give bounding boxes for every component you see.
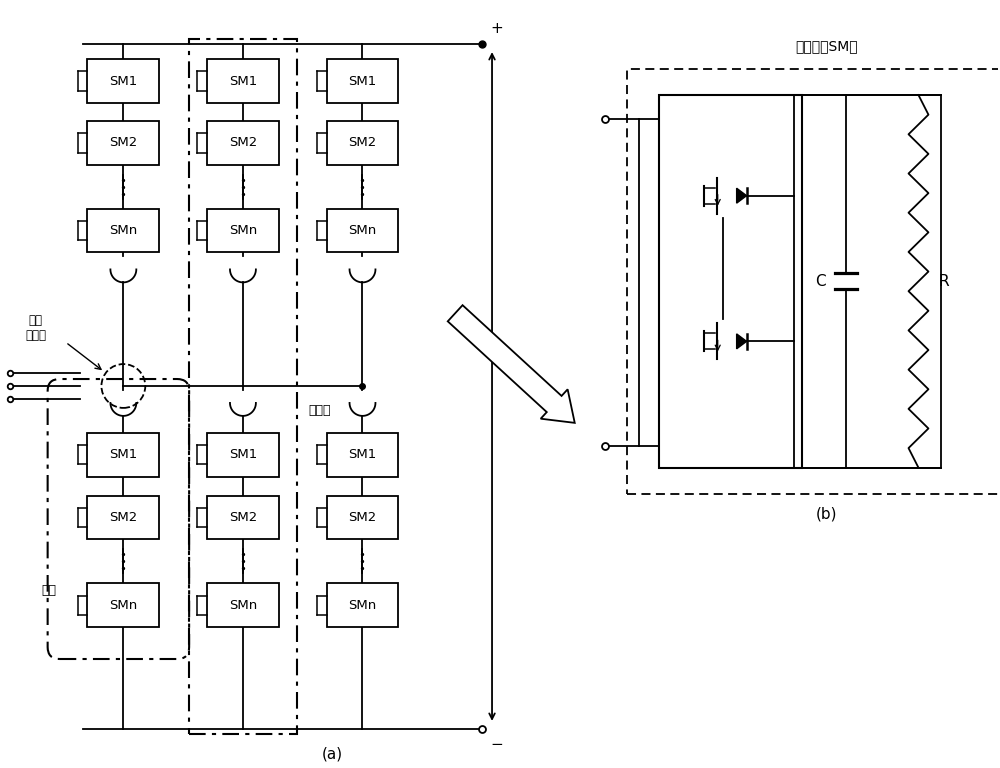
Text: SMn: SMn bbox=[109, 224, 137, 237]
Text: SM1: SM1 bbox=[229, 74, 257, 88]
Polygon shape bbox=[737, 188, 747, 204]
Bar bbox=[87, 121, 159, 165]
Text: C: C bbox=[815, 274, 826, 289]
Text: 相单元: 相单元 bbox=[309, 405, 331, 417]
Bar bbox=[327, 433, 398, 477]
Text: SM2: SM2 bbox=[229, 137, 257, 149]
Bar bbox=[87, 59, 159, 103]
Bar bbox=[327, 59, 398, 103]
Bar bbox=[207, 59, 279, 103]
Bar bbox=[327, 495, 398, 539]
Text: SM1: SM1 bbox=[348, 74, 377, 88]
Text: 桥臂: 桥臂 bbox=[42, 584, 57, 598]
Polygon shape bbox=[737, 334, 747, 349]
Text: +: + bbox=[490, 22, 503, 36]
Bar bbox=[87, 495, 159, 539]
Bar bbox=[627, 69, 1000, 494]
Bar bbox=[207, 583, 279, 627]
Text: SMn: SMn bbox=[229, 599, 257, 611]
Bar bbox=[207, 495, 279, 539]
Text: SM2: SM2 bbox=[348, 511, 377, 524]
Text: SMn: SMn bbox=[229, 224, 257, 237]
Bar bbox=[189, 39, 297, 733]
Text: SM1: SM1 bbox=[229, 449, 257, 462]
Bar bbox=[207, 433, 279, 477]
Text: (b): (b) bbox=[816, 506, 837, 521]
Text: R: R bbox=[938, 274, 949, 289]
Bar bbox=[207, 209, 279, 253]
Text: SM1: SM1 bbox=[109, 449, 137, 462]
Text: SMn: SMn bbox=[348, 599, 377, 611]
Bar bbox=[659, 95, 802, 468]
FancyArrow shape bbox=[448, 305, 575, 423]
Text: (a): (a) bbox=[322, 746, 343, 761]
Bar bbox=[87, 209, 159, 253]
Bar bbox=[327, 121, 398, 165]
Bar bbox=[87, 433, 159, 477]
Text: SMn: SMn bbox=[109, 599, 137, 611]
Text: SMn: SMn bbox=[348, 224, 377, 237]
Bar bbox=[327, 209, 398, 253]
Text: SM1: SM1 bbox=[109, 74, 137, 88]
Text: 换流
电抗器: 换流 电抗器 bbox=[25, 314, 46, 343]
Text: SM2: SM2 bbox=[109, 511, 137, 524]
Text: 子模块（SM）: 子模块（SM） bbox=[795, 39, 858, 53]
Text: SM2: SM2 bbox=[348, 137, 377, 149]
Text: SM1: SM1 bbox=[348, 449, 377, 462]
Text: U$_d$: U$_d$ bbox=[510, 362, 532, 382]
Bar bbox=[87, 583, 159, 627]
Text: SM2: SM2 bbox=[109, 137, 137, 149]
Bar bbox=[207, 121, 279, 165]
Text: −: − bbox=[490, 737, 503, 752]
Text: SM2: SM2 bbox=[229, 511, 257, 524]
Bar bbox=[327, 583, 398, 627]
